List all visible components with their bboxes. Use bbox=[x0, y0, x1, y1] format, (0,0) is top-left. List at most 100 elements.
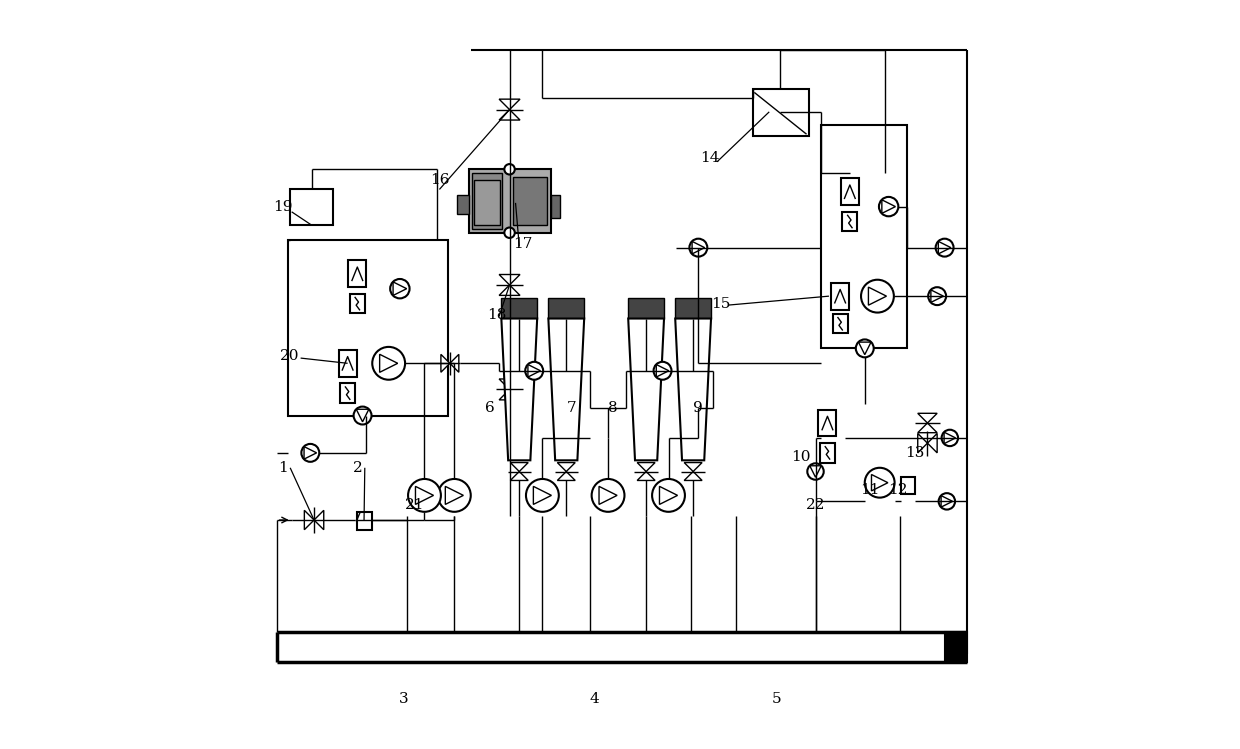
Bar bbox=[469, 169, 551, 233]
Polygon shape bbox=[676, 318, 711, 461]
Polygon shape bbox=[528, 365, 541, 377]
Polygon shape bbox=[944, 432, 956, 443]
Circle shape bbox=[653, 362, 672, 380]
Polygon shape bbox=[918, 423, 937, 433]
Circle shape bbox=[372, 347, 405, 380]
Polygon shape bbox=[500, 389, 520, 400]
Polygon shape bbox=[557, 463, 575, 472]
Text: 8: 8 bbox=[608, 401, 618, 415]
Bar bbox=[551, 195, 559, 218]
Polygon shape bbox=[533, 486, 552, 504]
Polygon shape bbox=[511, 472, 528, 480]
Text: 20: 20 bbox=[280, 349, 300, 363]
Circle shape bbox=[807, 464, 823, 479]
Text: 4: 4 bbox=[589, 692, 599, 706]
Polygon shape bbox=[314, 510, 324, 530]
Polygon shape bbox=[415, 486, 434, 504]
Polygon shape bbox=[557, 472, 575, 480]
Bar bbox=[348, 261, 366, 287]
Text: 13: 13 bbox=[905, 446, 925, 460]
Circle shape bbox=[936, 239, 954, 257]
Bar bbox=[676, 297, 711, 318]
Circle shape bbox=[856, 339, 874, 357]
Polygon shape bbox=[928, 434, 937, 453]
Text: 16: 16 bbox=[430, 174, 449, 187]
Text: 3: 3 bbox=[399, 692, 408, 706]
Polygon shape bbox=[500, 109, 520, 120]
Text: 21: 21 bbox=[405, 498, 424, 512]
Text: 2: 2 bbox=[352, 461, 362, 475]
Polygon shape bbox=[445, 486, 464, 504]
Circle shape bbox=[526, 362, 543, 380]
Bar bbox=[753, 89, 808, 136]
Bar bbox=[472, 173, 502, 229]
Circle shape bbox=[929, 287, 946, 305]
Bar bbox=[841, 178, 859, 205]
Polygon shape bbox=[500, 99, 520, 109]
Circle shape bbox=[689, 239, 707, 257]
Bar bbox=[548, 297, 584, 318]
Polygon shape bbox=[941, 496, 952, 507]
Text: 11: 11 bbox=[861, 483, 879, 497]
Polygon shape bbox=[629, 318, 665, 461]
Polygon shape bbox=[599, 486, 618, 504]
Polygon shape bbox=[393, 282, 407, 295]
Polygon shape bbox=[500, 379, 520, 389]
Bar bbox=[629, 297, 665, 318]
Polygon shape bbox=[379, 354, 398, 372]
Polygon shape bbox=[441, 354, 450, 372]
Bar bbox=[820, 443, 835, 463]
Bar bbox=[945, 632, 967, 662]
Circle shape bbox=[591, 479, 625, 512]
Bar bbox=[821, 124, 908, 348]
Circle shape bbox=[438, 479, 471, 512]
Text: 10: 10 bbox=[791, 449, 810, 464]
Bar bbox=[842, 212, 857, 231]
Polygon shape bbox=[858, 342, 870, 354]
Circle shape bbox=[505, 228, 515, 238]
Bar bbox=[339, 350, 357, 377]
Bar bbox=[901, 477, 915, 494]
Polygon shape bbox=[918, 413, 937, 423]
Text: 12: 12 bbox=[889, 483, 908, 497]
Text: 17: 17 bbox=[513, 237, 533, 251]
Bar bbox=[350, 294, 365, 313]
Circle shape bbox=[505, 164, 515, 175]
Polygon shape bbox=[660, 486, 677, 504]
Polygon shape bbox=[918, 434, 928, 453]
Polygon shape bbox=[868, 287, 887, 305]
Circle shape bbox=[864, 468, 894, 497]
Polygon shape bbox=[684, 463, 702, 472]
Polygon shape bbox=[501, 318, 537, 461]
Circle shape bbox=[526, 479, 559, 512]
Polygon shape bbox=[637, 463, 655, 472]
Polygon shape bbox=[931, 290, 944, 303]
Text: 19: 19 bbox=[273, 199, 293, 213]
Text: 9: 9 bbox=[693, 401, 703, 415]
Polygon shape bbox=[684, 472, 702, 480]
Text: 1: 1 bbox=[278, 461, 288, 475]
Circle shape bbox=[353, 407, 372, 425]
Polygon shape bbox=[450, 354, 459, 372]
Text: 7: 7 bbox=[567, 401, 577, 415]
Bar bbox=[474, 181, 500, 225]
Polygon shape bbox=[692, 241, 704, 254]
Circle shape bbox=[939, 493, 955, 509]
Polygon shape bbox=[656, 365, 668, 377]
Polygon shape bbox=[304, 510, 314, 530]
Text: 18: 18 bbox=[487, 308, 507, 322]
Bar bbox=[831, 282, 849, 309]
Circle shape bbox=[408, 479, 441, 512]
Bar bbox=[340, 383, 355, 403]
Polygon shape bbox=[356, 409, 368, 422]
Text: 15: 15 bbox=[711, 297, 730, 311]
Polygon shape bbox=[872, 475, 888, 491]
Polygon shape bbox=[548, 318, 584, 461]
Text: 5: 5 bbox=[771, 692, 781, 706]
Polygon shape bbox=[637, 472, 655, 480]
Circle shape bbox=[941, 430, 959, 446]
Circle shape bbox=[879, 197, 898, 216]
Text: 14: 14 bbox=[699, 151, 719, 165]
Polygon shape bbox=[939, 241, 951, 254]
Bar bbox=[357, 512, 372, 530]
